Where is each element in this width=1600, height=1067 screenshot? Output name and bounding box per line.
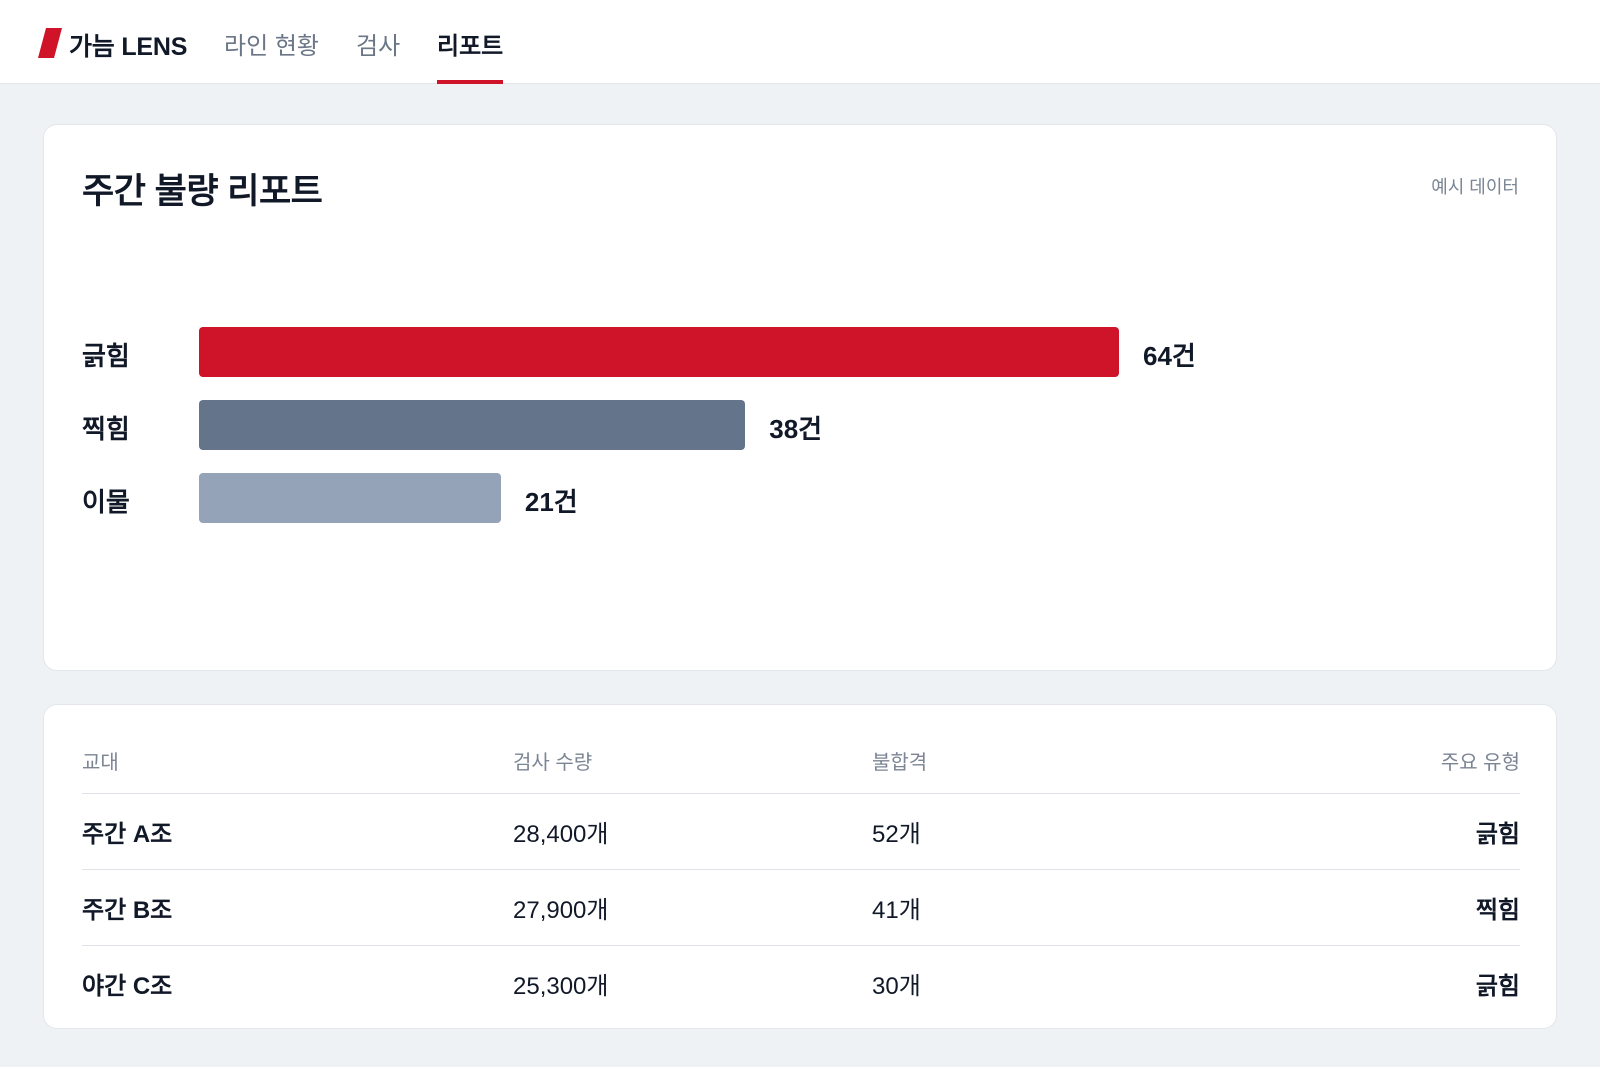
- tab-label: 라인 현황: [224, 33, 319, 60]
- bar-row: 긁힘 64건: [44, 326, 1556, 378]
- bar-value-label: 64건: [1143, 341, 1196, 371]
- cell-inspected-qty: 28,400개: [513, 793, 872, 870]
- report-title: 주간 불량 리포트: [82, 172, 323, 211]
- bar-category-label: 찍힘: [82, 414, 130, 444]
- cell-rejected: 41개: [872, 869, 1232, 946]
- cell-rejected: 52개: [872, 793, 1232, 870]
- bar: [199, 473, 501, 523]
- bar-track: 38건: [199, 399, 1499, 451]
- brand-logo-icon: [38, 28, 62, 58]
- brand-name[interactable]: 가늠 LENS: [69, 33, 188, 61]
- bar-track: 21건: [199, 472, 1499, 524]
- bar-row: 이물 21건: [44, 472, 1556, 524]
- column-header-rejected: 불합격: [872, 725, 1232, 794]
- bar-value-label: 38건: [769, 414, 823, 444]
- tab-label: 리포트: [437, 33, 504, 60]
- bar: [199, 327, 1119, 377]
- column-header-inspected-qty: 검사 수량: [513, 725, 872, 794]
- tab-inspection[interactable]: 검사: [356, 26, 400, 84]
- shift-summary-card: 교대 검사 수량 불합격 주요 유형 주간 A조 28,400개 52개 긁힘 …: [43, 704, 1557, 1029]
- cell-inspected-qty: 25,300개: [513, 972, 609, 1000]
- cell-inspected-qty: 27,900개: [513, 869, 872, 946]
- bar-category-label: 긁힘: [82, 341, 130, 371]
- column-header-main-type: 주요 유형: [1232, 725, 1520, 794]
- bar-value-label: 21건: [524, 487, 578, 517]
- tab-line-status[interactable]: 라인 현황: [224, 26, 319, 84]
- table-header-row: 교대 검사 수량 불합격 주요 유형: [82, 725, 1520, 794]
- shift-summary-table: 교대 검사 수량 불합격 주요 유형 주간 A조 28,400개 52개 긁힘 …: [82, 725, 1520, 1021]
- bar-track: 64건: [199, 326, 1499, 378]
- tab-report[interactable]: 리포트: [437, 26, 504, 84]
- sample-data-note: 예시 데이터: [1431, 177, 1519, 197]
- table-row: 주간 B조 27,900개 41개 찍힘: [82, 869, 1520, 946]
- bar-category-label: 이물: [82, 487, 130, 517]
- cell-rejected: 30개: [872, 972, 921, 1000]
- table-row: 주간 A조 28,400개 52개 긁힘: [82, 793, 1520, 870]
- cell-shift: 주간 A조: [82, 793, 513, 870]
- cell-main-type: 긁힘: [1475, 972, 1520, 1000]
- cell-shift: 야간 C조: [82, 972, 173, 1000]
- column-header-shift: 교대: [82, 725, 513, 794]
- cell-main-type: 긁힘: [1232, 793, 1520, 870]
- cell-main-type: 찍힘: [1232, 869, 1520, 946]
- cell-shift: 주간 B조: [82, 869, 513, 946]
- table-row: 야간 C조 25,300개 30개 긁힘: [82, 945, 1520, 1021]
- bar: [199, 400, 746, 450]
- bar-row: 찍힘 38건: [44, 399, 1556, 451]
- top-navigation-bar: 가늠 LENS 라인 현황 검사 리포트: [0, 0, 1600, 84]
- tab-label: 검사: [356, 33, 401, 60]
- active-tab-indicator: [437, 80, 504, 84]
